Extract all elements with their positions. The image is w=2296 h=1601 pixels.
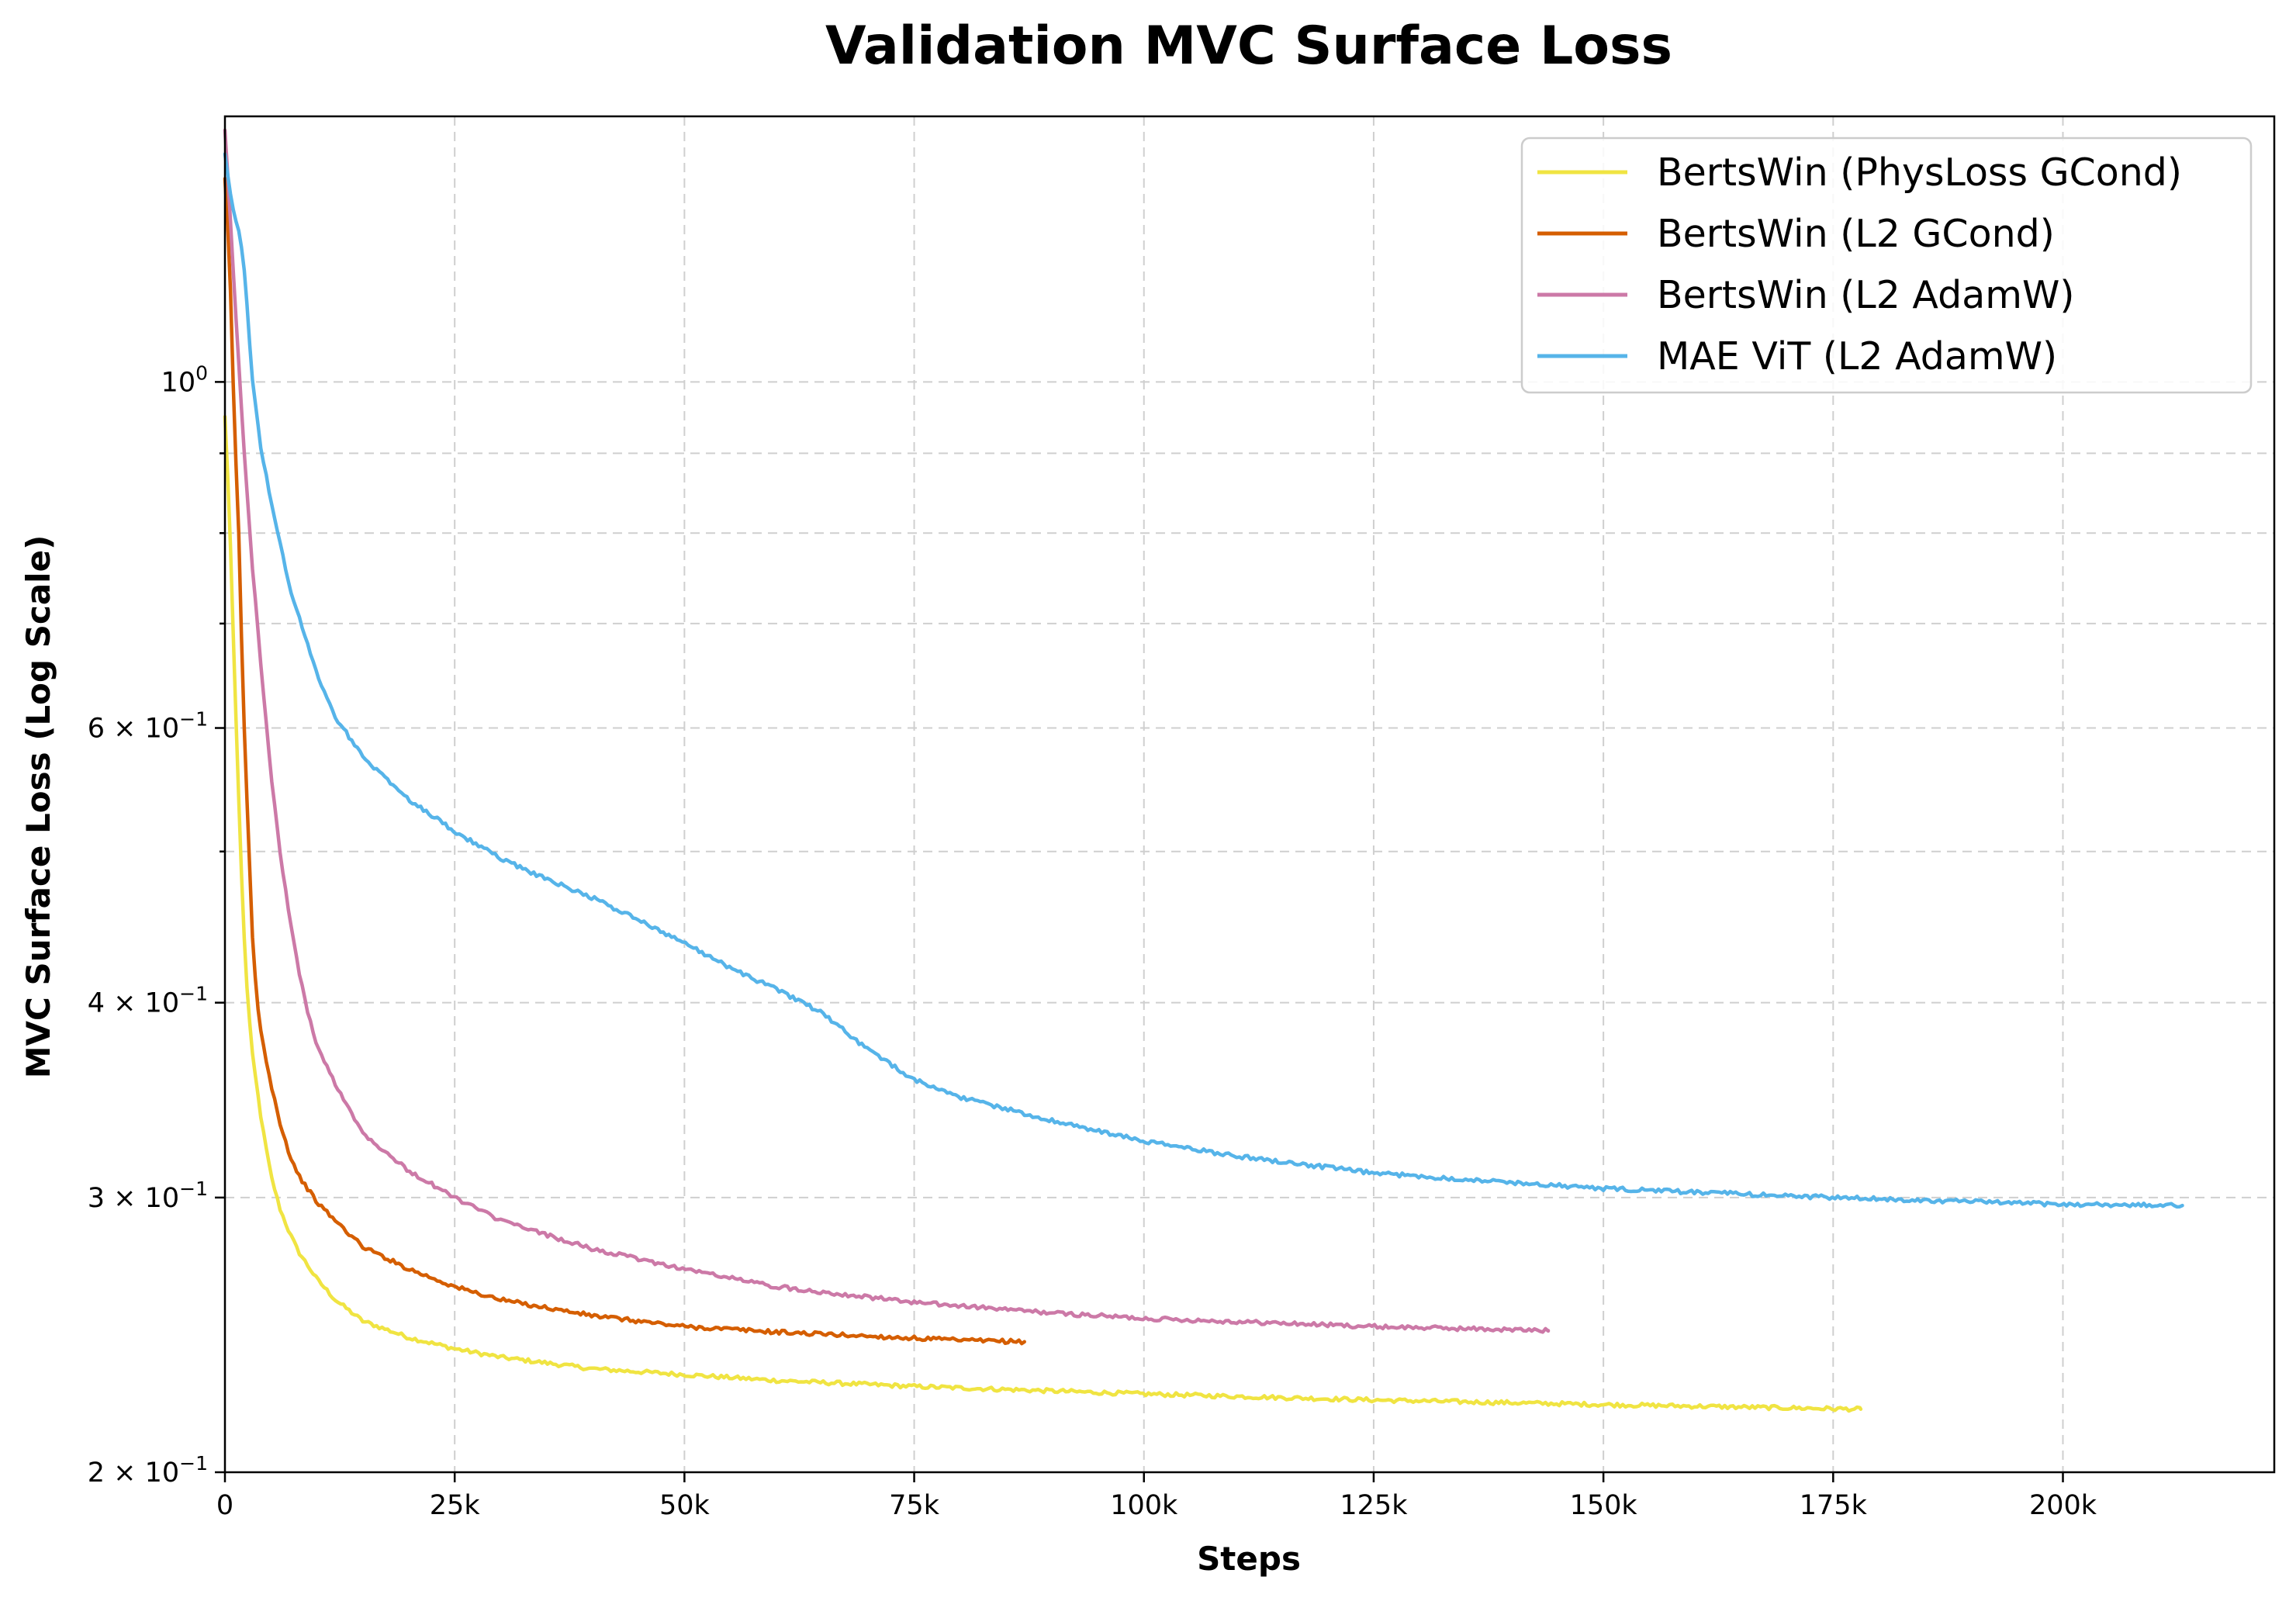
x-tick-label: 100k (1110, 1490, 1178, 1521)
y-tick-mantissa: 3 × 10 (88, 1183, 179, 1214)
y-tick-mantissa: 10 (161, 367, 196, 398)
series-lines (223, 128, 2184, 1413)
legend-label: BertsWin (PhysLoss GCond) (1657, 150, 2182, 195)
y-tick-exponent: 0 (195, 361, 208, 384)
x-tick-label: 25k (430, 1490, 481, 1521)
y-tick-exponent: −1 (179, 708, 208, 731)
x-axis-label: Steps (1197, 1540, 1301, 1578)
y-tick-mantissa: 6 × 10 (88, 714, 179, 745)
y-tick-exponent: −1 (179, 1452, 208, 1475)
legend-label: BertsWin (L2 GCond) (1657, 212, 2055, 256)
y-tick-exponent: −1 (179, 983, 208, 1005)
y-tick-label: 3 × 10−1 (88, 1177, 208, 1214)
series-line (223, 152, 2184, 1209)
y-tick-label: 4 × 10−1 (88, 983, 208, 1019)
plot-frame (223, 115, 2276, 1474)
y-tick-exponent: −1 (179, 1177, 208, 1200)
x-tick-label: 50k (659, 1490, 711, 1521)
legend: BertsWin (PhysLoss GCond) BertsWin (L2 GC… (1520, 137, 2253, 394)
y-tick-label: 2 × 10−1 (88, 1452, 208, 1489)
series-line (223, 177, 1026, 1346)
legend-label: BertsWin (L2 AdamW) (1657, 273, 2075, 317)
y-tick-mantissa: 4 × 10 (88, 988, 179, 1019)
x-tick-label: 150k (1570, 1490, 1638, 1521)
y-tick-label: 100 (161, 361, 208, 398)
legend-label: MAE ViT (L2 AdamW) (1657, 334, 2057, 379)
y-axis-label: MVC Surface Loss (Log Scale) (19, 535, 57, 1079)
series-line (223, 414, 1863, 1413)
y-tick-label: 6 × 10−1 (88, 708, 208, 745)
x-tick-label: 75k (889, 1490, 940, 1521)
x-tick-label: 125k (1340, 1490, 1408, 1521)
series-line (223, 128, 1551, 1334)
y-tick-mantissa: 2 × 10 (88, 1457, 179, 1489)
legend-box (1520, 137, 2253, 394)
chart-title: Validation MVC Surface Loss (825, 16, 1672, 77)
x-tick-label: 0 (216, 1490, 233, 1521)
x-tick-label: 200k (2029, 1490, 2097, 1521)
x-tick-label: 175k (1800, 1490, 1868, 1521)
